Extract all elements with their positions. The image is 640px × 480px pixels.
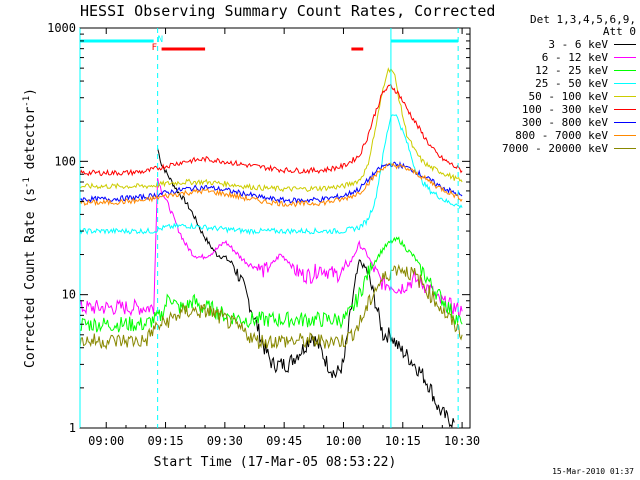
generation-timestamp: 15-Mar-2010 01:37 (552, 467, 634, 476)
y-tick-label: 10 (62, 288, 76, 302)
legend-entry: 50 - 100 keV (480, 90, 636, 103)
legend-label: 300 - 800 keV (521, 116, 608, 129)
y-label-part: ) (23, 88, 38, 96)
legend-label: 7000 - 20000 keV (502, 142, 608, 155)
chart-title: HESSI Observing Summary Count Rates, Cor… (80, 2, 495, 20)
x-axis-label: Start Time (17-Mar-05 08:53:22) (154, 455, 397, 470)
legend-label: 100 - 300 keV (521, 103, 608, 116)
legend-label: 6 - 12 keV (541, 51, 608, 64)
series-line-4 (79, 67, 463, 193)
legend-entry: 300 - 800 keV (480, 116, 636, 129)
x-tick-label: 09:45 (266, 434, 302, 448)
y-tick-label: 1 (69, 421, 76, 435)
legend-entries: 3 - 6 keV 6 - 12 keV 12 - 25 keV 25 - 50 ke… (480, 38, 636, 155)
legend-swatch (614, 122, 636, 123)
legend-entry: 800 - 7000 keV (480, 129, 636, 142)
x-axis-ticks: 09:00 09:15 09:30 09:45 10:00 10:15 10:30 (88, 28, 480, 448)
y-label-part: detector (23, 107, 38, 178)
legend-swatch (614, 83, 636, 84)
legend-entry: 6 - 12 keV (480, 51, 636, 64)
y-label-part: Corrected Count Rate (s (23, 188, 38, 368)
legend-header-line: Det 1,3,4,5,6,9, (530, 13, 636, 26)
legend-swatch (614, 44, 636, 45)
legend-label: 50 - 100 keV (528, 90, 608, 103)
legend-entry: 100 - 300 keV (480, 103, 636, 116)
x-tick-label: 09:30 (207, 434, 243, 448)
legend-label: 25 - 50 keV (535, 77, 608, 90)
series-line-7 (79, 162, 463, 208)
bar-label-N: N (158, 35, 163, 45)
legend-entry: 3 - 6 keV (480, 38, 636, 51)
series-line-0 (157, 148, 455, 429)
legend-entry: 12 - 25 keV (480, 64, 636, 77)
bar-label-F: F (152, 43, 157, 53)
y-axis-label: Corrected Count Rate (s-1 detector-1) (22, 88, 38, 368)
legend-swatch (614, 70, 636, 71)
legend-entry: 7000 - 20000 keV (480, 142, 636, 155)
x-tick-label: 09:15 (147, 434, 183, 448)
y-tick-label: 100 (54, 154, 76, 168)
legend-header-line: Att 0 (602, 25, 636, 38)
interval-lines (79, 28, 459, 428)
x-tick-label: 09:00 (88, 434, 124, 448)
attenuator-bars: NF (80, 35, 459, 53)
legend-label: 12 - 25 keV (535, 64, 608, 77)
x-tick-label: 10:00 (325, 434, 361, 448)
series-line-5 (79, 83, 463, 177)
y-axis-ticks: 1 10 100 1000 (47, 21, 470, 435)
series-line-2 (79, 236, 463, 333)
legend-label: 800 - 7000 keV (515, 129, 608, 142)
legend-swatch (614, 148, 636, 149)
y-label-sup: -1 (22, 177, 32, 188)
y-tick-label: 1000 (47, 21, 76, 35)
legend-swatch (614, 135, 636, 136)
chart-legend: Det 1,3,4,5,6,9, Att 0 3 - 6 keV 6 - 12 k… (480, 14, 636, 155)
legend-swatch (614, 109, 636, 110)
legend-swatch (614, 57, 636, 58)
series-line-8 (79, 263, 463, 350)
legend-label: 3 - 6 keV (548, 38, 608, 51)
series-line-3 (79, 114, 463, 236)
y-label-sup: -1 (22, 96, 32, 107)
series-layer (79, 67, 463, 429)
x-tick-label: 10:15 (385, 434, 421, 448)
legend-swatch (614, 96, 636, 97)
legend-entry: 25 - 50 keV (480, 77, 636, 90)
x-tick-label: 10:30 (444, 434, 480, 448)
series-line-1 (79, 178, 463, 318)
